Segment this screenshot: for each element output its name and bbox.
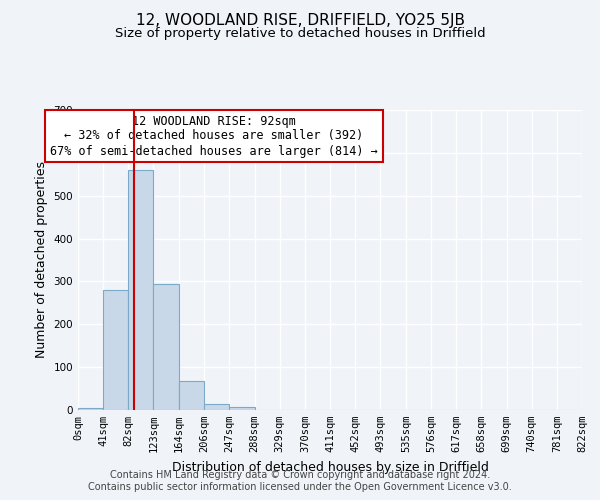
Text: Size of property relative to detached houses in Driffield: Size of property relative to detached ho… bbox=[115, 28, 485, 40]
Bar bbox=[205, 404, 229, 410]
Y-axis label: Number of detached properties: Number of detached properties bbox=[35, 162, 48, 358]
Text: 12, WOODLAND RISE, DRIFFIELD, YO25 5JB: 12, WOODLAND RISE, DRIFFIELD, YO25 5JB bbox=[136, 12, 464, 28]
Bar bbox=[103, 290, 128, 410]
Bar bbox=[179, 382, 205, 410]
Bar bbox=[229, 406, 254, 410]
Text: Contains HM Land Registry data © Crown copyright and database right 2024.: Contains HM Land Registry data © Crown c… bbox=[110, 470, 490, 480]
X-axis label: Distribution of detached houses by size in Driffield: Distribution of detached houses by size … bbox=[172, 460, 488, 473]
Bar bbox=[128, 170, 154, 410]
Text: Contains public sector information licensed under the Open Government Licence v3: Contains public sector information licen… bbox=[88, 482, 512, 492]
Bar bbox=[78, 408, 103, 410]
Bar bbox=[154, 284, 179, 410]
Text: 12 WOODLAND RISE: 92sqm
← 32% of detached houses are smaller (392)
67% of semi-d: 12 WOODLAND RISE: 92sqm ← 32% of detache… bbox=[50, 114, 378, 158]
